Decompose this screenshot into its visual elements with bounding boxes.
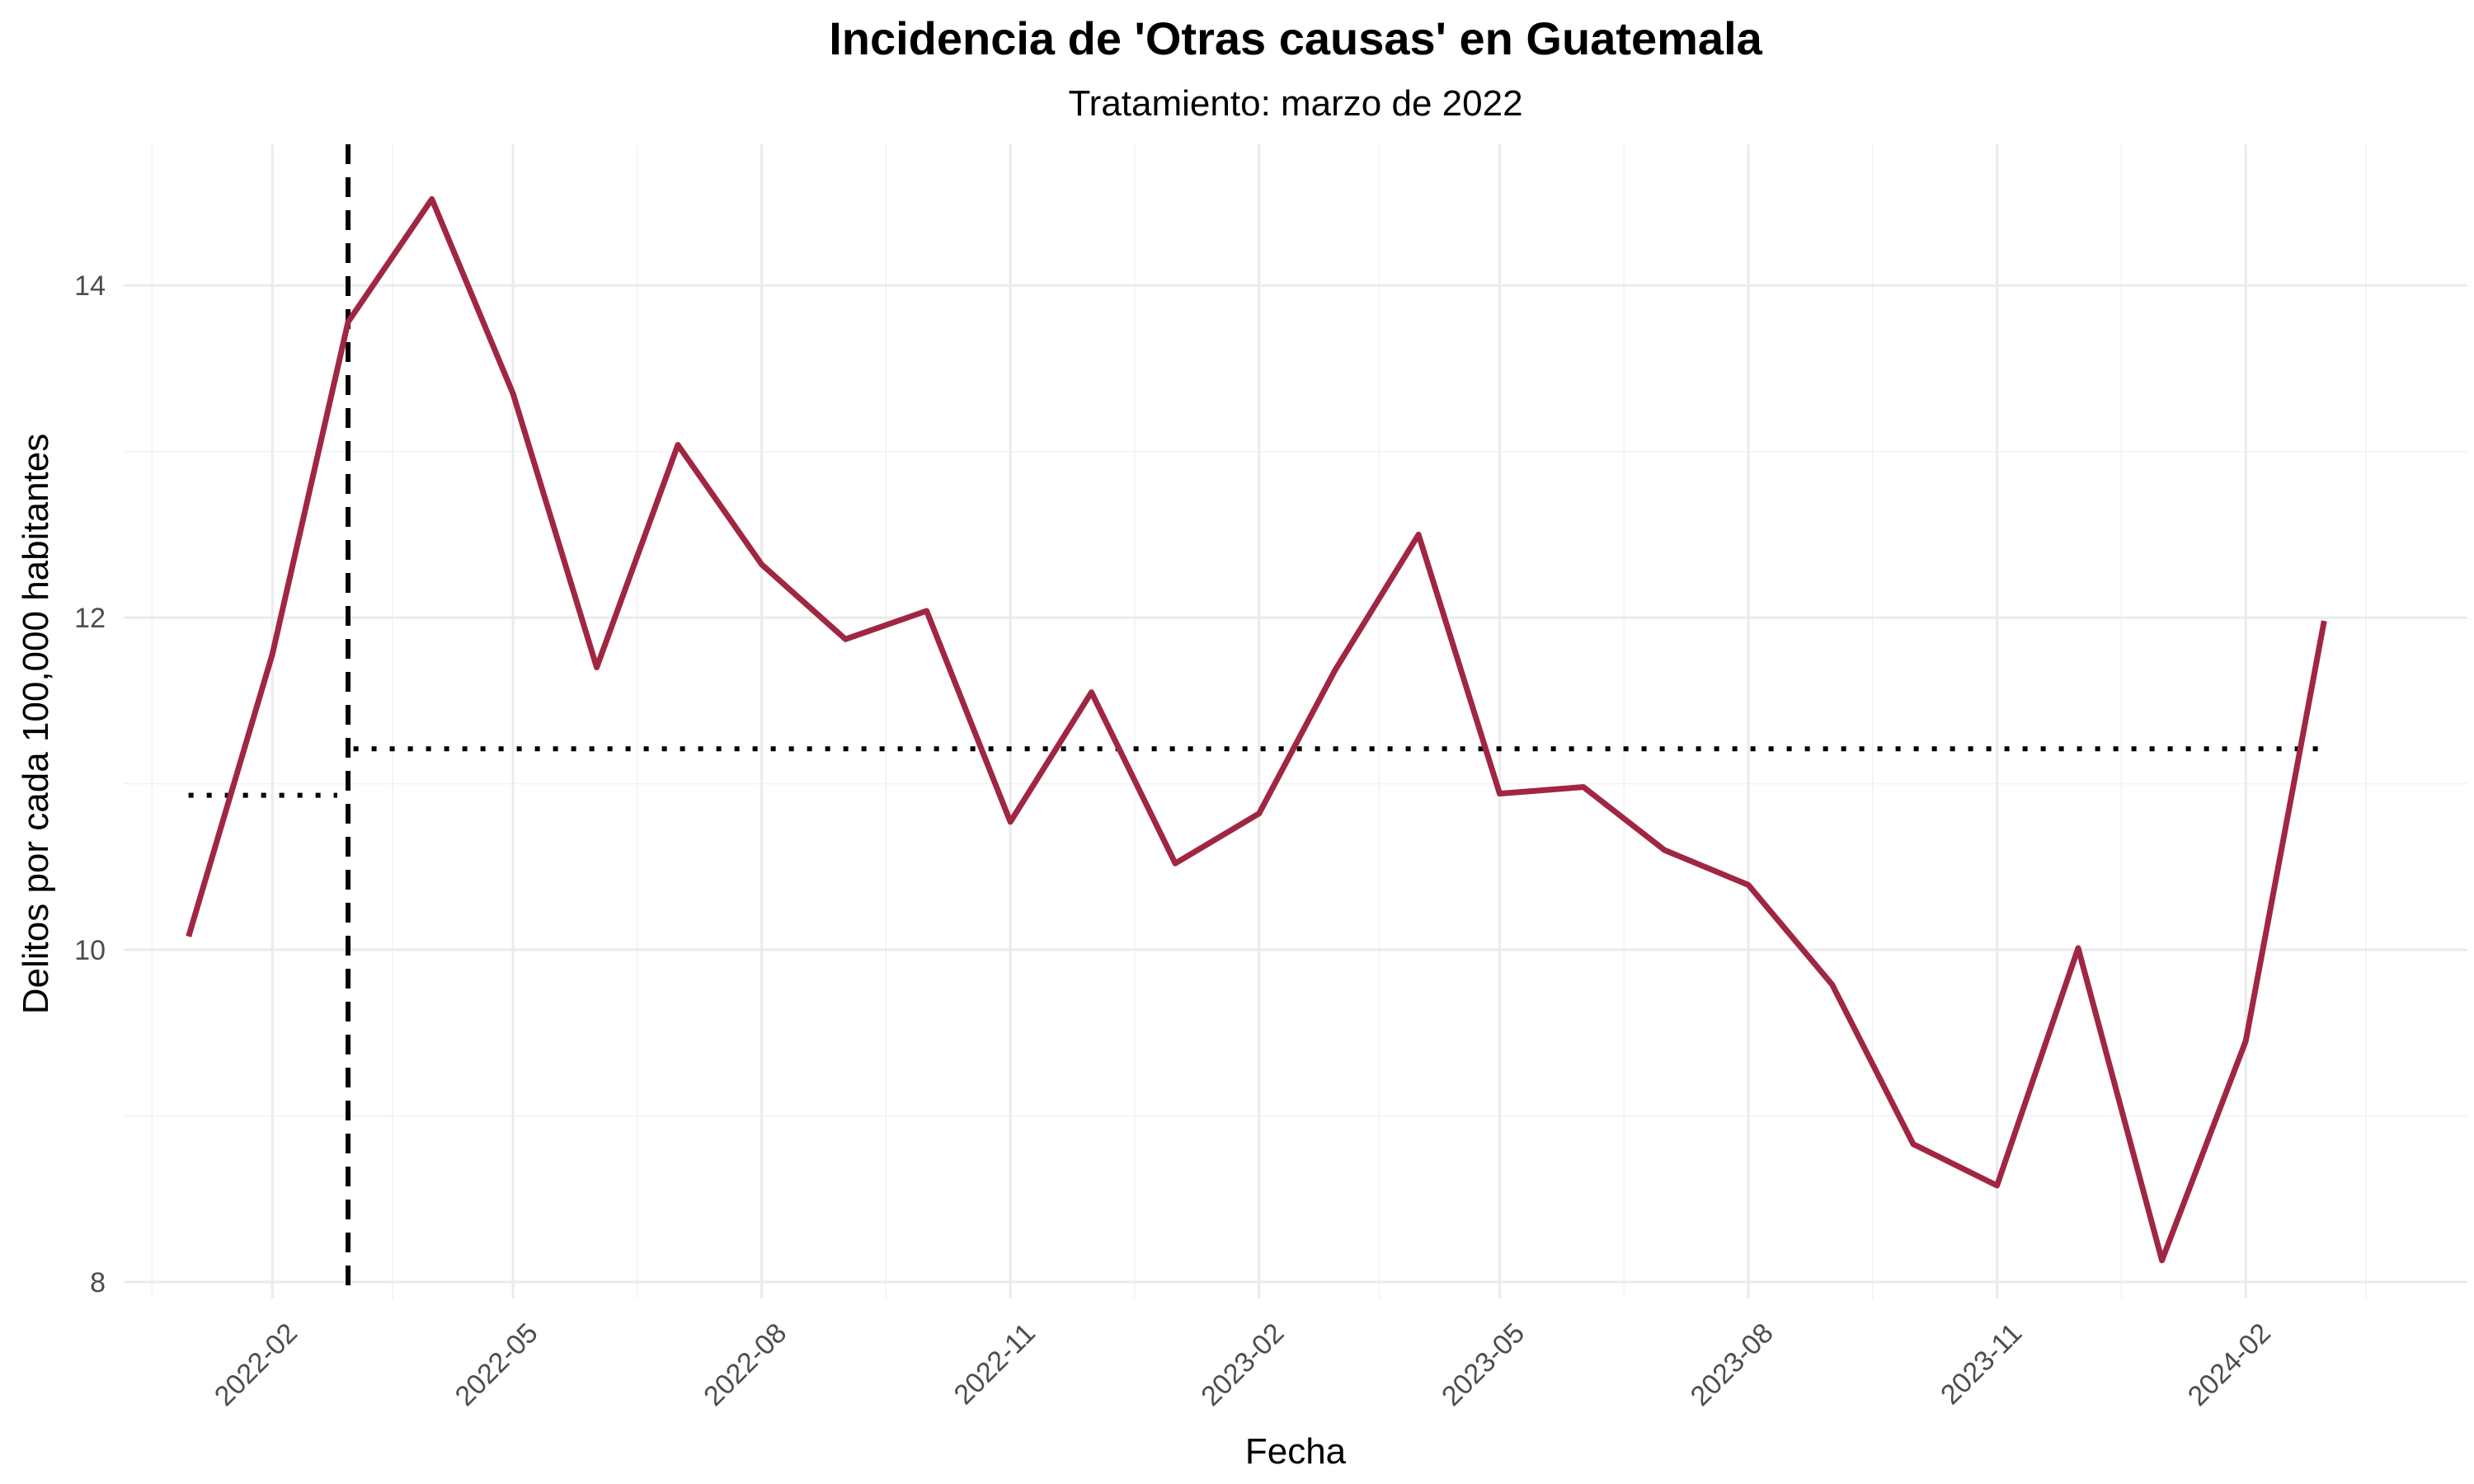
x-tick-label: 2022-08 [698,1317,793,1412]
reference-lines [188,144,2325,1298]
major-gridlines [124,144,2467,1298]
x-tick-label: 2022-05 [449,1317,544,1412]
series-lines [186,196,2327,1264]
x-tick-label: 2022-11 [948,1317,1042,1411]
y-tick-label: 12 [74,603,106,634]
y-tick-label: 14 [74,270,106,302]
y-axis-title: Delitos por cada 100,000 habitantes [16,434,56,1015]
series-line [186,196,2327,1264]
x-axis-title: Fecha [1245,1431,1347,1472]
x-tick-labels: 2022-02 2022-05 2022-08 2022-11 2023-02 2023-… [209,1317,2277,1412]
x-tick-label: 2023-08 [1685,1317,1780,1412]
chart-title: Incidencia de 'Otras causas' en Guatemal… [829,12,1762,64]
chart-subtitle: Tratamiento: marzo de 2022 [1068,83,1522,124]
y-tick-label: 10 [74,935,106,966]
x-tick-label: 2023-11 [1935,1317,2028,1411]
y-tick-label: 8 [90,1267,106,1298]
x-tick-label: 2023-05 [1436,1317,1531,1412]
x-tick-label: 2022-02 [209,1317,303,1412]
y-tick-labels: 8 10 12 14 [74,270,106,1298]
x-tick-label: 2024-02 [2182,1317,2277,1412]
minor-gridlines [124,144,2467,1298]
x-tick-label: 2023-02 [1195,1317,1290,1412]
